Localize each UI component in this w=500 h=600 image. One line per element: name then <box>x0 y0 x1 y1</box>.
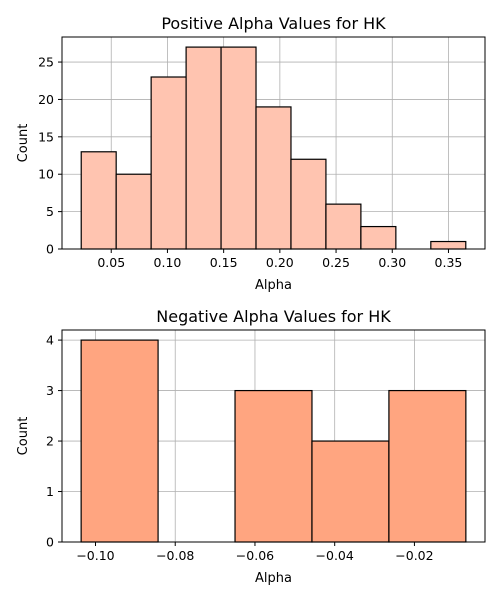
y-tick-label: 10 <box>38 167 54 182</box>
histogram-bar <box>388 389 467 543</box>
y-axis-label: Count <box>16 124 31 163</box>
y-tick-label: 5 <box>46 204 54 219</box>
chart-title: Positive Alpha Values for HK <box>161 14 386 33</box>
x-axis-label: Alpha <box>255 571 292 586</box>
x-tick-label: 0.15 <box>210 255 238 270</box>
histogram-bar <box>80 151 117 250</box>
plot-frame <box>61 329 486 543</box>
histogram-bar <box>255 106 292 250</box>
y-tick-label: 15 <box>38 129 54 144</box>
histogram-bar <box>220 46 257 250</box>
y-axis-label: Count <box>16 417 31 456</box>
x-tick-label: −0.04 <box>316 548 354 563</box>
x-tick-label: −0.08 <box>156 548 194 563</box>
y-tick-label: 0 <box>46 242 54 257</box>
histogram-bar <box>311 440 390 543</box>
histogram-bar <box>80 339 159 543</box>
x-tick-label: 0.05 <box>97 255 125 270</box>
positive-alpha-histogram: 0.05 0.10 0.15 0.20 0.25 0.30 0.35 0 5 10 15 20 25 Po… <box>16 14 486 293</box>
histogram-bar <box>325 203 362 250</box>
x-tick-label: 0.20 <box>266 255 294 270</box>
y-tick-label: 2 <box>46 434 54 449</box>
x-tick-label: 0.25 <box>322 255 350 270</box>
y-tick-label: 3 <box>46 383 54 398</box>
histogram-bar <box>150 76 187 250</box>
y-tick-label: 25 <box>38 55 54 70</box>
histogram-bar <box>430 240 467 250</box>
chart-title: Negative Alpha Values for HK <box>156 307 391 326</box>
histogram-bar <box>290 158 327 250</box>
x-tick-label: −0.02 <box>395 548 433 563</box>
x-axis-label: Alpha <box>255 278 292 293</box>
x-tick-label: 0.35 <box>435 255 463 270</box>
y-tick-label: 4 <box>46 333 54 348</box>
y-tick-label: 20 <box>38 92 54 107</box>
x-tick-label: −0.06 <box>236 548 274 563</box>
x-tick-label: 0.30 <box>378 255 406 270</box>
x-tick-label: −0.10 <box>76 548 114 563</box>
negative-alpha-histogram: −0.10 −0.08 −0.06 −0.04 −0.02 0 1 2 3 4 Negative A… <box>16 307 486 586</box>
histogram-bar <box>115 173 152 250</box>
histogram-bar <box>234 389 313 543</box>
histogram-bar <box>360 225 397 250</box>
y-tick-label: 1 <box>46 484 54 499</box>
histogram-bar <box>185 46 222 250</box>
x-tick-label: 0.10 <box>154 255 182 270</box>
y-tick-label: 0 <box>46 535 54 550</box>
plot-frame <box>61 36 486 250</box>
